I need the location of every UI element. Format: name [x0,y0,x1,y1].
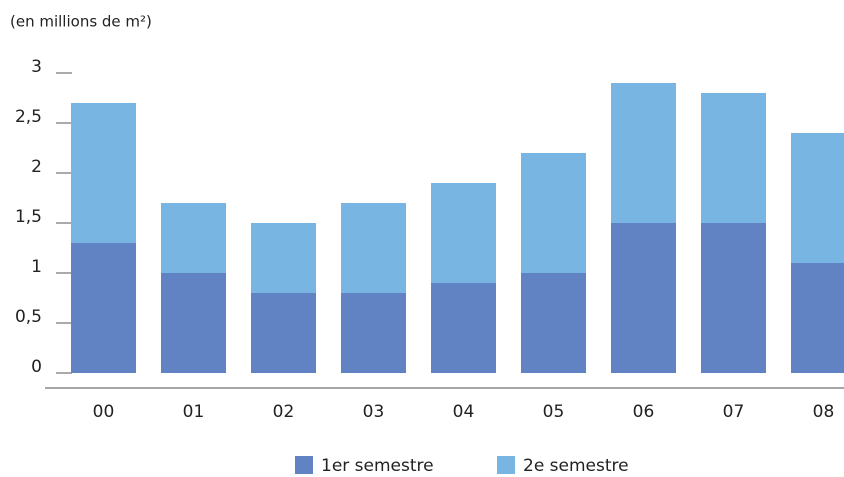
x-tick-label: 07 [723,402,745,422]
legend-label: 2e semestre [523,456,629,476]
x-tick-label: 03 [363,402,385,422]
y-tick-label: 2,5 [15,107,42,127]
legend-swatch [295,456,313,474]
x-tick-label: 06 [633,402,655,422]
x-tick-label: 08 [813,402,835,422]
bar-segment [161,203,226,273]
bar-segment [251,293,316,373]
bar-segment [521,273,586,373]
bar-segment [431,183,496,283]
legend-label: 1er semestre [321,456,434,476]
x-tick-label: 04 [453,402,475,422]
y-tick-label: 1 [31,257,42,277]
x-tick-label: 02 [273,402,295,422]
y-tick-label: 0,5 [15,307,42,327]
x-tick-label: 00 [93,402,115,422]
bar-segment [791,133,844,263]
unit-label: (en millions de m²) [10,13,152,31]
bar-segment [611,83,676,223]
bar-segment [431,283,496,373]
bar-segment [251,223,316,293]
x-tick-label: 01 [183,402,205,422]
bar-segment [341,203,406,293]
bar-segment [341,293,406,373]
bar-segment [521,153,586,273]
bar-segment [161,273,226,373]
bar-segment [791,263,844,373]
x-tick-label: 05 [543,402,565,422]
bar-segment [71,103,136,243]
bar-segment [71,243,136,373]
legend-swatch [497,456,515,474]
y-tick-label: 3 [31,57,42,77]
bar-segment [611,223,676,373]
bar-segment [701,223,766,373]
bar-segment [701,93,766,223]
y-tick-label: 2 [31,157,42,177]
y-tick-label: 1,5 [15,207,42,227]
y-tick-label: 0 [31,357,42,377]
